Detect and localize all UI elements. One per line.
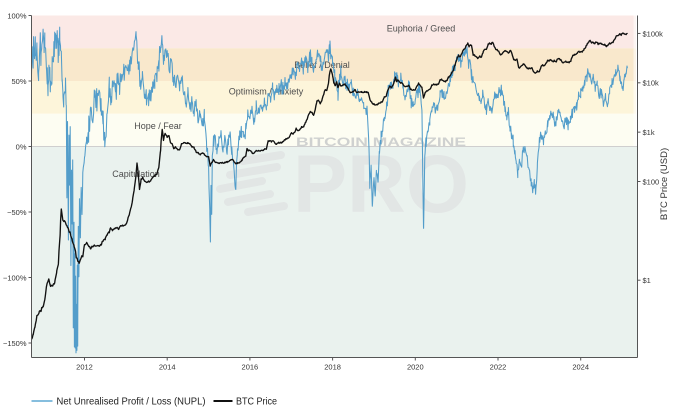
svg-text:BTC Price (USD): BTC Price (USD) — [659, 148, 670, 220]
svg-text:2014: 2014 — [159, 363, 176, 372]
svg-text:2020: 2020 — [407, 363, 424, 372]
svg-text:$1k: $1k — [643, 128, 655, 137]
svg-text:2016: 2016 — [242, 363, 259, 372]
svg-text:2024: 2024 — [572, 363, 589, 372]
svg-text:0%: 0% — [16, 142, 27, 151]
svg-text:$10k: $10k — [643, 79, 660, 88]
svg-text:100%: 100% — [7, 11, 27, 20]
svg-text:2022: 2022 — [490, 363, 507, 372]
svg-text:$1: $1 — [643, 276, 651, 285]
svg-text:2012: 2012 — [76, 363, 93, 372]
svg-text:−100%: −100% — [3, 273, 27, 282]
svg-text:Net Unrealised Profit / Loss (: Net Unrealised Profit / Loss (NUPL) — [57, 397, 206, 408]
svg-text:PRO: PRO — [293, 139, 469, 230]
svg-text:Euphoria / Greed: Euphoria / Greed — [387, 24, 456, 34]
svg-text:Belief / Denial: Belief / Denial — [294, 60, 350, 70]
svg-text:−50%: −50% — [7, 208, 27, 217]
svg-text:Optimism / Anxiety: Optimism / Anxiety — [229, 87, 304, 97]
svg-text:BTC Price: BTC Price — [236, 397, 277, 408]
svg-text:2018: 2018 — [324, 363, 341, 372]
svg-text:−150%: −150% — [3, 339, 27, 348]
svg-text:$100: $100 — [643, 177, 660, 186]
svg-text:50%: 50% — [11, 77, 26, 86]
svg-text:$100k: $100k — [643, 29, 664, 38]
svg-text:Hope / Fear: Hope / Fear — [134, 121, 182, 131]
